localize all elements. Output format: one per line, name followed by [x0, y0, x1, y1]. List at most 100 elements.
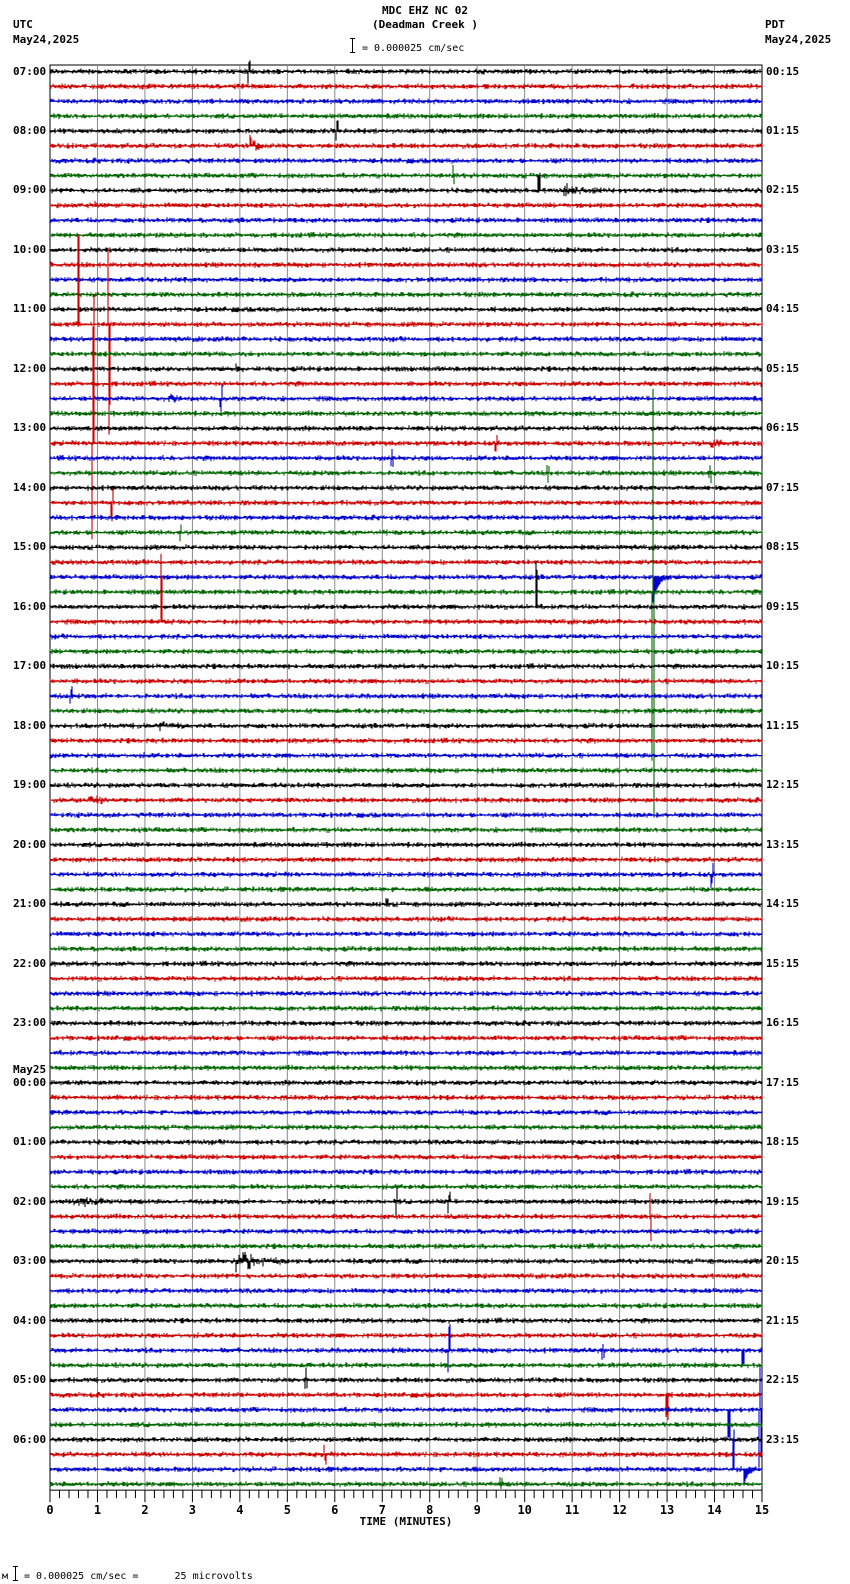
x-tick-label: 11	[565, 1503, 579, 1517]
trace-row	[49, 752, 763, 759]
trace-row	[49, 336, 763, 343]
trace-row	[49, 231, 763, 239]
x-tick-label: 4	[236, 1503, 243, 1517]
left-date: May24,2025	[13, 33, 80, 46]
trace-row	[49, 678, 763, 685]
pdt-time-label: 01:15	[766, 123, 800, 137]
trace-row	[49, 561, 763, 610]
trace-row	[49, 1477, 763, 1489]
utc-hour-label: 00:00	[13, 1075, 47, 1089]
trace-row	[49, 1391, 763, 1421]
trace-row	[49, 294, 763, 540]
trace-row	[49, 1005, 763, 1012]
trace-row	[49, 782, 763, 789]
pdt-time-label: 22:15	[766, 1373, 800, 1387]
trace-row	[49, 60, 763, 84]
trace-row	[49, 1168, 763, 1175]
trace-row	[49, 464, 763, 484]
trace-row	[49, 425, 763, 432]
station-name: (Deadman Creek )	[372, 18, 478, 31]
right-date: May24,2025	[765, 33, 832, 46]
trace-row	[49, 633, 763, 640]
trace-row	[49, 1302, 763, 1309]
pdt-time-label: 23:15	[766, 1432, 800, 1446]
trace-row	[49, 1228, 763, 1235]
trace-row	[49, 1324, 763, 1373]
station-title: MDC EHZ NC 02	[381, 4, 469, 17]
trace-row	[49, 1139, 763, 1146]
trace-row	[49, 544, 763, 551]
trace-row	[49, 363, 763, 373]
x-tick-label: 15	[755, 1503, 769, 1517]
utc-hour-label: 08:00	[13, 123, 47, 137]
x-tick-label: 9	[474, 1503, 481, 1517]
trace-row	[49, 915, 763, 923]
utc-hour-label: 17:00	[13, 659, 47, 673]
pdt-time-label: 09:15	[766, 599, 800, 613]
trace-row	[49, 553, 763, 625]
trace-row	[49, 886, 763, 893]
utc-hour-label: 01:00	[13, 1135, 47, 1149]
utc-hour-label: 13:00	[13, 421, 47, 435]
trace-row	[49, 721, 763, 732]
x-tick-label: 1	[94, 1503, 101, 1517]
plot-frame	[49, 64, 763, 1491]
x-tick-label: 14	[707, 1503, 721, 1517]
pdt-time-label: 17:15	[766, 1075, 800, 1089]
trace-row	[49, 1421, 763, 1428]
trace-row	[49, 1436, 763, 1443]
utc-hour-label: 10:00	[13, 242, 47, 256]
trace-row	[49, 663, 763, 670]
trace-row	[49, 795, 763, 805]
pdt-time-label: 04:15	[766, 302, 800, 316]
trace-row	[49, 862, 763, 888]
utc-hour-label: 19:00	[13, 778, 47, 792]
footer-scale-prefix: м	[2, 1571, 9, 1582]
trace-row	[49, 246, 763, 254]
trace-row	[49, 1193, 763, 1242]
trace-row	[49, 1094, 763, 1101]
trace-row	[49, 306, 763, 313]
trace-row	[49, 291, 763, 298]
trace-row	[49, 524, 763, 542]
trace-row	[49, 488, 763, 522]
trace-row	[49, 1064, 763, 1071]
pdt-time-label: 21:15	[766, 1313, 800, 1327]
utc-hour-label: 07:00	[13, 64, 47, 78]
trace-row	[49, 1154, 763, 1160]
right-timezone: PDT	[765, 18, 785, 31]
trace-row	[49, 812, 763, 819]
x-tick-label: 12	[612, 1503, 626, 1517]
pdt-time-label: 16:15	[766, 1016, 800, 1030]
utc-hour-label: 21:00	[13, 897, 47, 911]
utc-date-change-label: May25	[13, 1062, 47, 1076]
trace-row	[49, 484, 763, 491]
trace-row	[49, 83, 763, 90]
trace-row	[49, 410, 763, 417]
trace-row	[49, 1272, 763, 1280]
trace-row	[49, 276, 763, 283]
utc-hour-label: 18:00	[13, 718, 47, 732]
trace-row	[49, 559, 763, 566]
pdt-time-label: 20:15	[766, 1254, 800, 1268]
trace-row	[49, 648, 763, 655]
utc-hour-label: 09:00	[13, 183, 47, 197]
x-tick-label: 0	[46, 1503, 53, 1517]
trace-row	[49, 120, 763, 141]
x-axis-label: TIME (MINUTES)	[360, 1515, 453, 1528]
pdt-time-label: 19:15	[766, 1194, 800, 1208]
pdt-time-label: 02:15	[766, 183, 800, 197]
trace-row	[49, 945, 763, 952]
trace-row	[49, 217, 763, 224]
trace-row	[49, 388, 763, 817]
pdt-time-label: 00:15	[766, 64, 800, 78]
x-tick-label: 7	[379, 1503, 386, 1517]
utc-hour-label: 03:00	[13, 1254, 47, 1268]
pdt-time-label: 12:15	[766, 778, 800, 792]
x-tick-label: 3	[189, 1503, 196, 1517]
pdt-time-label: 03:15	[766, 242, 800, 256]
trace-row	[49, 134, 763, 151]
trace-row	[49, 1079, 763, 1086]
utc-hour-label: 12:00	[13, 361, 47, 375]
pdt-time-label: 10:15	[766, 659, 800, 673]
